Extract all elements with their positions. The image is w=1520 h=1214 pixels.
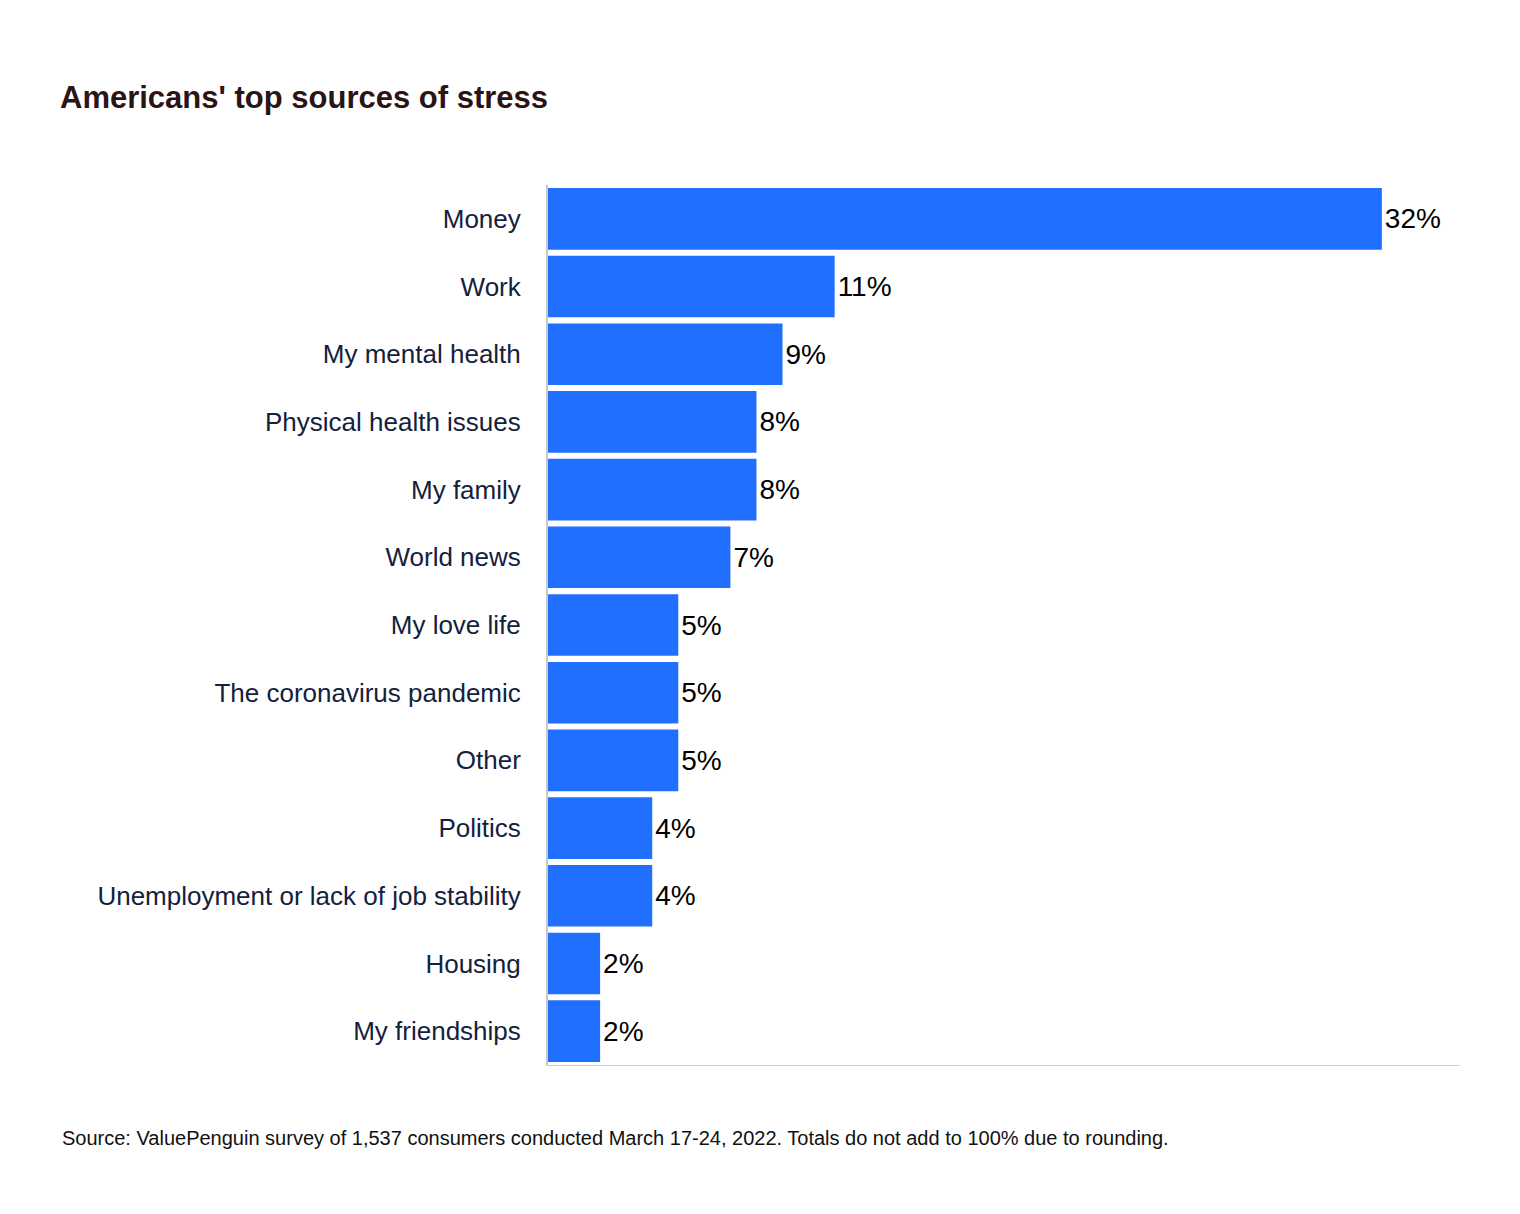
svg-text:World news: World news xyxy=(385,542,520,572)
svg-text:Source: ValuePenguin survey of: Source: ValuePenguin survey of 1,537 con… xyxy=(62,1127,1169,1149)
svg-text:9%: 9% xyxy=(786,339,826,370)
svg-text:5%: 5% xyxy=(681,677,721,708)
svg-text:32%: 32% xyxy=(1385,203,1441,234)
svg-text:Unemployment or lack of job st: Unemployment or lack of job stability xyxy=(97,881,520,911)
svg-text:My family: My family xyxy=(411,475,521,505)
svg-text:5%: 5% xyxy=(681,745,721,776)
svg-text:4%: 4% xyxy=(655,813,695,844)
svg-text:My friendships: My friendships xyxy=(353,1016,521,1046)
svg-text:Work: Work xyxy=(461,272,522,302)
svg-text:8%: 8% xyxy=(759,406,799,437)
svg-text:5%: 5% xyxy=(681,610,721,641)
svg-text:4%: 4% xyxy=(655,880,695,911)
svg-text:11%: 11% xyxy=(838,271,892,302)
svg-text:7%: 7% xyxy=(733,542,773,573)
svg-text:2%: 2% xyxy=(603,948,643,979)
svg-text:Money: Money xyxy=(443,204,521,234)
svg-text:2%: 2% xyxy=(603,1016,643,1047)
svg-text:My mental health: My mental health xyxy=(323,339,521,369)
svg-text:8%: 8% xyxy=(759,474,799,505)
svg-text:My love life: My love life xyxy=(391,610,521,640)
svg-text:The coronavirus pandemic: The coronavirus pandemic xyxy=(214,678,520,708)
svg-text:Other: Other xyxy=(456,745,521,775)
svg-text:Housing: Housing xyxy=(425,949,520,979)
svg-text:Physical health issues: Physical health issues xyxy=(265,407,521,437)
svg-text:Americans' top sources of stre: Americans' top sources of stress xyxy=(60,80,548,115)
svg-text:Politics: Politics xyxy=(438,813,520,843)
